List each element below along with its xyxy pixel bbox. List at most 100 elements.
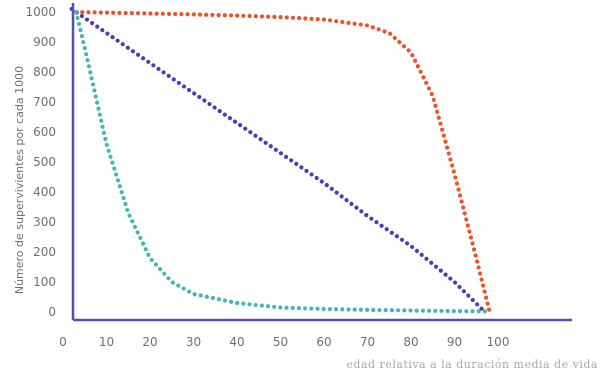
x-tick-label: 30 <box>186 335 201 349</box>
y-tick-label: 600 <box>33 125 56 139</box>
series-3-dot <box>181 286 186 291</box>
series-1-dot <box>478 271 483 276</box>
series-3-dot <box>247 302 252 307</box>
series-3-dot <box>402 308 407 313</box>
series-1-dot <box>435 109 440 114</box>
series-2-dot <box>479 306 484 311</box>
series-2-dot <box>374 220 379 225</box>
series-2-dot <box>339 194 344 199</box>
series-1-dot <box>382 29 387 34</box>
series-2-dot <box>100 28 105 33</box>
series-1-dot <box>346 20 351 25</box>
series-3-dot <box>420 308 425 313</box>
series-3-dot <box>228 299 234 304</box>
series-2-dot <box>268 144 273 149</box>
series-1-dot <box>426 86 432 91</box>
series-2-dot <box>364 213 369 218</box>
series-1-dot <box>388 31 393 36</box>
series-3-dot <box>433 308 438 313</box>
series-1-dot <box>401 44 407 49</box>
series-1-dot <box>482 289 487 294</box>
series-1-dot <box>464 217 469 222</box>
series-3-dot <box>79 34 84 39</box>
series-3-dot <box>333 307 339 312</box>
series-1-dot <box>470 241 475 246</box>
y-tick-label: 1000 <box>25 5 56 19</box>
series-3-dot <box>78 27 83 33</box>
series-1-dot <box>222 13 227 18</box>
y-tick-label: 800 <box>33 65 56 79</box>
series-1-dot <box>468 235 474 240</box>
series-1-dot <box>148 11 153 16</box>
series-3-dot <box>364 307 370 312</box>
series-3-dot <box>445 308 450 314</box>
series-3-dot <box>88 70 93 75</box>
y-tick-label: 100 <box>33 275 56 289</box>
series-3-dot <box>104 142 109 147</box>
series-2-dot <box>457 284 462 290</box>
series-1-dot <box>290 15 296 20</box>
series-2-dot <box>324 183 329 188</box>
series-1-dot <box>453 175 458 180</box>
series-1-dot <box>315 17 320 22</box>
series-1-dot <box>406 48 411 53</box>
series-2-dot <box>192 91 197 96</box>
series-1-dot <box>451 169 456 174</box>
x-tick-label: 50 <box>273 335 288 349</box>
series-1-dot <box>272 14 277 19</box>
series-3-dot <box>476 309 481 314</box>
series-3-dot <box>235 300 240 306</box>
series-1-dot <box>303 16 308 21</box>
series-1-dot <box>191 12 196 17</box>
series-2-dot <box>278 151 284 156</box>
series-1-dot <box>358 22 363 27</box>
series-3-dot <box>166 276 171 281</box>
series-1-dot <box>481 283 486 288</box>
series-2-dot <box>95 24 100 29</box>
y-tick-label: 200 <box>33 245 56 259</box>
series-3-dot <box>127 213 132 218</box>
series-3-dot <box>457 309 463 314</box>
series-2-dot <box>319 179 324 184</box>
series-2-dot <box>344 198 349 203</box>
series-3-dot <box>358 307 363 312</box>
series-1-dot <box>154 11 159 16</box>
series-1-dot <box>247 13 252 19</box>
series-3-dot <box>75 15 80 21</box>
series-2-dot <box>84 17 90 22</box>
series-1-dot <box>370 25 375 30</box>
series-3-dot <box>210 295 215 301</box>
series-1-dot <box>210 12 215 18</box>
series-3-dot <box>84 52 89 57</box>
series-1-dot <box>446 151 451 156</box>
series-3-dot <box>186 289 192 294</box>
series-1-dot <box>462 211 467 216</box>
series-3-dot <box>309 306 314 311</box>
series-3-dot <box>106 148 111 153</box>
series-3-dot <box>464 309 469 314</box>
series-3-dot <box>99 118 104 123</box>
series-3-dot <box>97 112 102 117</box>
series-1-dot <box>228 13 234 18</box>
series-2-dot <box>359 209 364 214</box>
series-3-dot <box>259 303 264 308</box>
series-3-dot <box>113 172 119 177</box>
series-3-dot <box>278 305 283 310</box>
series-2-dot <box>176 80 181 86</box>
series-3-dot <box>90 82 96 87</box>
y-axis-label: Número de supervivientes por cada 1000 <box>13 66 26 294</box>
series-2-dot <box>125 45 130 50</box>
series-3-dot <box>222 298 228 303</box>
series-3-dot <box>108 154 113 159</box>
series-3-dot <box>135 230 140 235</box>
x-tick-label: 20 <box>142 335 157 349</box>
series-2-dot <box>466 293 471 298</box>
series-1-dot <box>80 10 85 15</box>
series-2-dot <box>389 230 394 235</box>
series-3-dot <box>117 184 122 189</box>
series-1-dot <box>421 75 426 80</box>
x-tick-label: 70 <box>360 335 375 349</box>
y-tick-label: 700 <box>33 95 56 109</box>
series-3-dot <box>216 297 222 302</box>
series-3-dot <box>92 88 97 93</box>
